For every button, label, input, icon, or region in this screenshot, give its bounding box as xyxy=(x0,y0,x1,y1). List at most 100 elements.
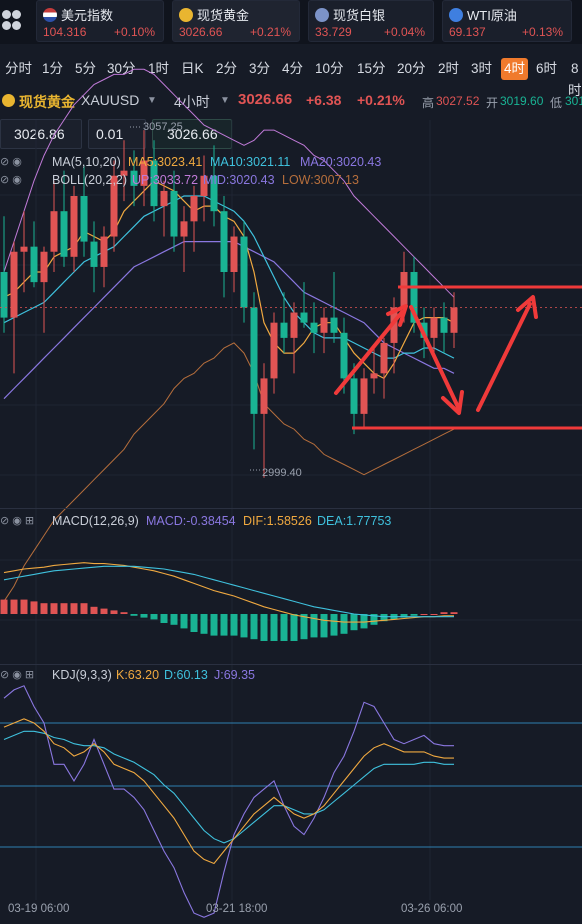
candle-body xyxy=(200,175,208,196)
tab-period-20min[interactable]: 20分 xyxy=(397,61,426,76)
up-arrow-1 xyxy=(334,310,404,395)
candlestick-series xyxy=(0,130,458,478)
macd-bar xyxy=(250,614,258,640)
tab-period-3min[interactable]: 3分 xyxy=(249,61,271,76)
candle-body xyxy=(220,211,228,272)
price-change-pct: +0.21% xyxy=(357,92,405,108)
app-logo-icon[interactable] xyxy=(0,4,26,36)
macd-bar xyxy=(210,614,218,636)
up-arrow-2 xyxy=(476,302,532,412)
ticker-price: 69.137 xyxy=(449,25,486,39)
tab-period-3h[interactable]: 3时 xyxy=(471,61,493,76)
ticker-wti-oil[interactable]: WTI原油 69.137 +0.13% xyxy=(442,0,572,42)
ma5-line xyxy=(3,180,455,380)
candle-body xyxy=(20,246,28,252)
oil-icon xyxy=(449,8,463,22)
chevron-down-icon[interactable]: ▼ xyxy=(220,95,230,106)
settings-icon[interactable]: ⊘ ◉ ⊞ xyxy=(0,669,35,681)
candle-body xyxy=(250,307,258,414)
ticker-change: +0.10% xyxy=(113,25,155,39)
candle-body xyxy=(440,317,448,333)
candle-body xyxy=(430,317,438,338)
candle-body xyxy=(290,312,298,338)
tab-period-15min[interactable]: 15分 xyxy=(357,61,386,76)
macd-bar xyxy=(170,614,178,625)
current-price: 3026.66 xyxy=(238,91,293,108)
macd-bar xyxy=(130,614,138,616)
up-arrow-2-head xyxy=(516,295,538,319)
macd-bar xyxy=(20,599,28,614)
ticker-spot-gold[interactable]: 现货黄金 3026.66 +0.21% xyxy=(172,0,300,42)
candle-body xyxy=(190,196,198,222)
up-arrow-1-head xyxy=(386,304,408,327)
tab-period-6h[interactable]: 6时 xyxy=(536,61,558,76)
ticker-bar: 美元指数 104.316 +0.10% 现货黄金 3026.66 +0.21% … xyxy=(0,0,582,44)
candle-body xyxy=(180,221,188,237)
macd-bar xyxy=(160,614,168,623)
ticker-change: +0.13% xyxy=(521,25,563,39)
macd-bar xyxy=(260,614,268,641)
high-price: 3027.52 xyxy=(436,94,480,108)
symbol-name[interactable]: 现货黄金 xyxy=(19,94,75,110)
candle-body xyxy=(340,332,348,379)
ticker-spot-silver[interactable]: 现货白银 33.729 +0.04% xyxy=(308,0,434,42)
macd-bar xyxy=(410,614,418,616)
ticker-change: +0.04% xyxy=(383,25,425,39)
ticker-usd-index[interactable]: 美元指数 104.316 +0.10% xyxy=(36,0,164,42)
macd-dea-line xyxy=(3,565,454,618)
macd-bar xyxy=(30,601,38,614)
tab-period-daily[interactable]: 日K xyxy=(181,61,204,76)
candle-body xyxy=(80,196,88,242)
candle-body xyxy=(140,160,148,186)
tab-period-4h[interactable]: 4时 xyxy=(501,58,529,80)
tab-period-2h[interactable]: 2时 xyxy=(438,61,460,76)
sell-price-button[interactable]: 3026.86 xyxy=(0,119,82,149)
tab-period-8h[interactable]: 8时 xyxy=(568,61,582,98)
tab-period-1h[interactable]: 1时 xyxy=(148,61,170,76)
x-axis-label: 03-19 06:00 xyxy=(8,903,70,915)
lots-input[interactable]: 0.01 xyxy=(88,119,146,149)
symbol-code[interactable]: XAUUSD xyxy=(81,92,140,108)
candle-body xyxy=(90,241,98,267)
macd-bar xyxy=(310,614,318,638)
tab-period-4min[interactable]: 4分 xyxy=(282,61,304,76)
settings-icon[interactable]: ⊘ ◉ ⊞ xyxy=(0,515,35,527)
tab-period-2min[interactable]: 2分 xyxy=(216,61,238,76)
symbol-header: 现货黄金 XAUUSD ▼ 4小时 ▼ 3026.66 +6.38 +0.21%… xyxy=(0,88,582,114)
low-price-annotation: 2999.40 xyxy=(262,467,302,479)
candle-body xyxy=(110,175,118,237)
macd-dif-line xyxy=(3,562,454,623)
candle-body xyxy=(0,272,8,318)
macd-bar xyxy=(400,614,408,618)
price-change: +6.38 xyxy=(306,92,342,108)
tab-period-5min[interactable]: 5分 xyxy=(75,61,97,76)
settings-icon[interactable]: ⊘ ◉ xyxy=(0,156,22,168)
candle-body xyxy=(70,196,78,257)
macd-bar xyxy=(300,614,308,640)
macd-bar xyxy=(70,603,78,614)
candle-body xyxy=(320,317,328,333)
macd-bar xyxy=(90,606,98,614)
chevron-down-icon[interactable]: ▼ xyxy=(147,95,157,106)
candle-body xyxy=(150,160,158,207)
interval-selector[interactable]: 4小时 xyxy=(174,94,210,110)
us-flag-icon xyxy=(43,8,57,22)
tab-period-10min[interactable]: 10分 xyxy=(315,61,344,76)
macd-bar xyxy=(100,608,108,614)
macd-bar xyxy=(220,614,228,636)
candle-body xyxy=(130,170,138,186)
macd-bar xyxy=(450,612,458,614)
kdj-k-line xyxy=(3,718,454,865)
macd-bar xyxy=(200,614,208,634)
candle-body xyxy=(310,322,318,333)
macd-bar xyxy=(190,614,198,632)
candle-body xyxy=(330,317,338,333)
tab-period-fenshi[interactable]: 分时 xyxy=(5,61,32,76)
tab-period-1min[interactable]: 1分 xyxy=(42,61,64,76)
macd-bar xyxy=(230,614,238,636)
macd-bar xyxy=(80,603,88,614)
macd-bar xyxy=(50,603,58,614)
candle-body xyxy=(210,175,218,212)
settings-icon[interactable]: ⊘ ◉ xyxy=(0,174,22,186)
